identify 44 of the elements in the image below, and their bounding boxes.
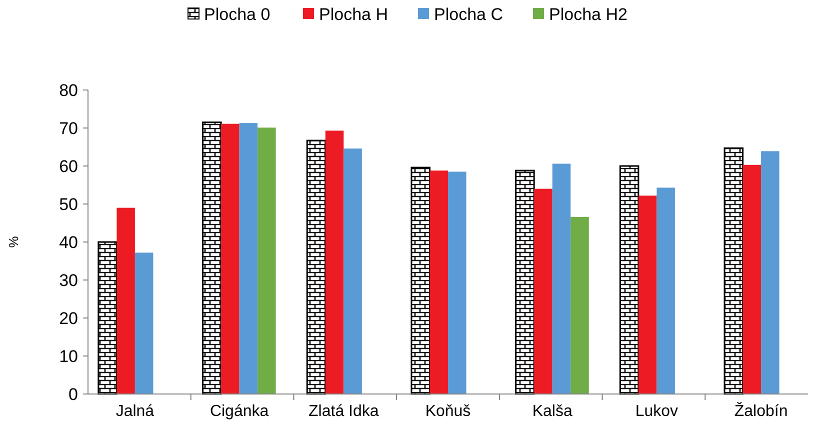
x-tick-label: Zlatá Idka — [308, 403, 379, 420]
bar — [306, 140, 326, 395]
bar — [761, 151, 780, 394]
y-tick-label: 30 — [59, 270, 78, 290]
y-tick-label: 70 — [59, 118, 78, 138]
x-tick-label: Jalná — [116, 403, 154, 420]
bar — [325, 130, 344, 394]
bar — [742, 164, 762, 394]
y-tick-label: 0 — [68, 384, 78, 404]
x-tick-label: Cigánka — [210, 403, 269, 420]
legend-label: Plocha H — [319, 4, 388, 24]
bar — [724, 147, 744, 395]
x-tick-label: Lukov — [635, 403, 678, 420]
bar — [570, 216, 589, 394]
bar — [656, 188, 675, 394]
bar — [116, 208, 135, 394]
y-axis-title: % — [6, 236, 21, 248]
legend-label: Plocha H2 — [549, 4, 628, 24]
bar — [534, 188, 552, 394]
x-tick-label: Koňuš — [425, 403, 471, 420]
bar — [410, 166, 430, 395]
legend-label: Plocha 0 — [204, 4, 270, 24]
bar — [239, 123, 258, 394]
bar — [448, 172, 466, 394]
bar — [221, 124, 240, 394]
bar — [515, 170, 535, 395]
y-tick-label: 10 — [59, 346, 78, 366]
bar — [258, 128, 276, 394]
bar — [638, 196, 657, 394]
x-tick-label: Kalša — [532, 403, 572, 420]
bar — [202, 122, 222, 395]
y-tick-label: 60 — [59, 156, 78, 176]
bar — [134, 252, 154, 394]
bar — [619, 165, 640, 395]
y-tick-label: 20 — [59, 308, 78, 328]
legend-label: Plocha C — [434, 4, 503, 24]
bar — [98, 241, 118, 395]
x-tick-label: Žalobín — [734, 402, 788, 420]
bar — [430, 170, 448, 394]
y-tick-label: 50 — [59, 194, 78, 214]
bar — [344, 148, 362, 394]
y-tick-label: 80 — [59, 80, 78, 100]
bar — [552, 164, 571, 394]
y-tick-label: 40 — [59, 232, 78, 252]
